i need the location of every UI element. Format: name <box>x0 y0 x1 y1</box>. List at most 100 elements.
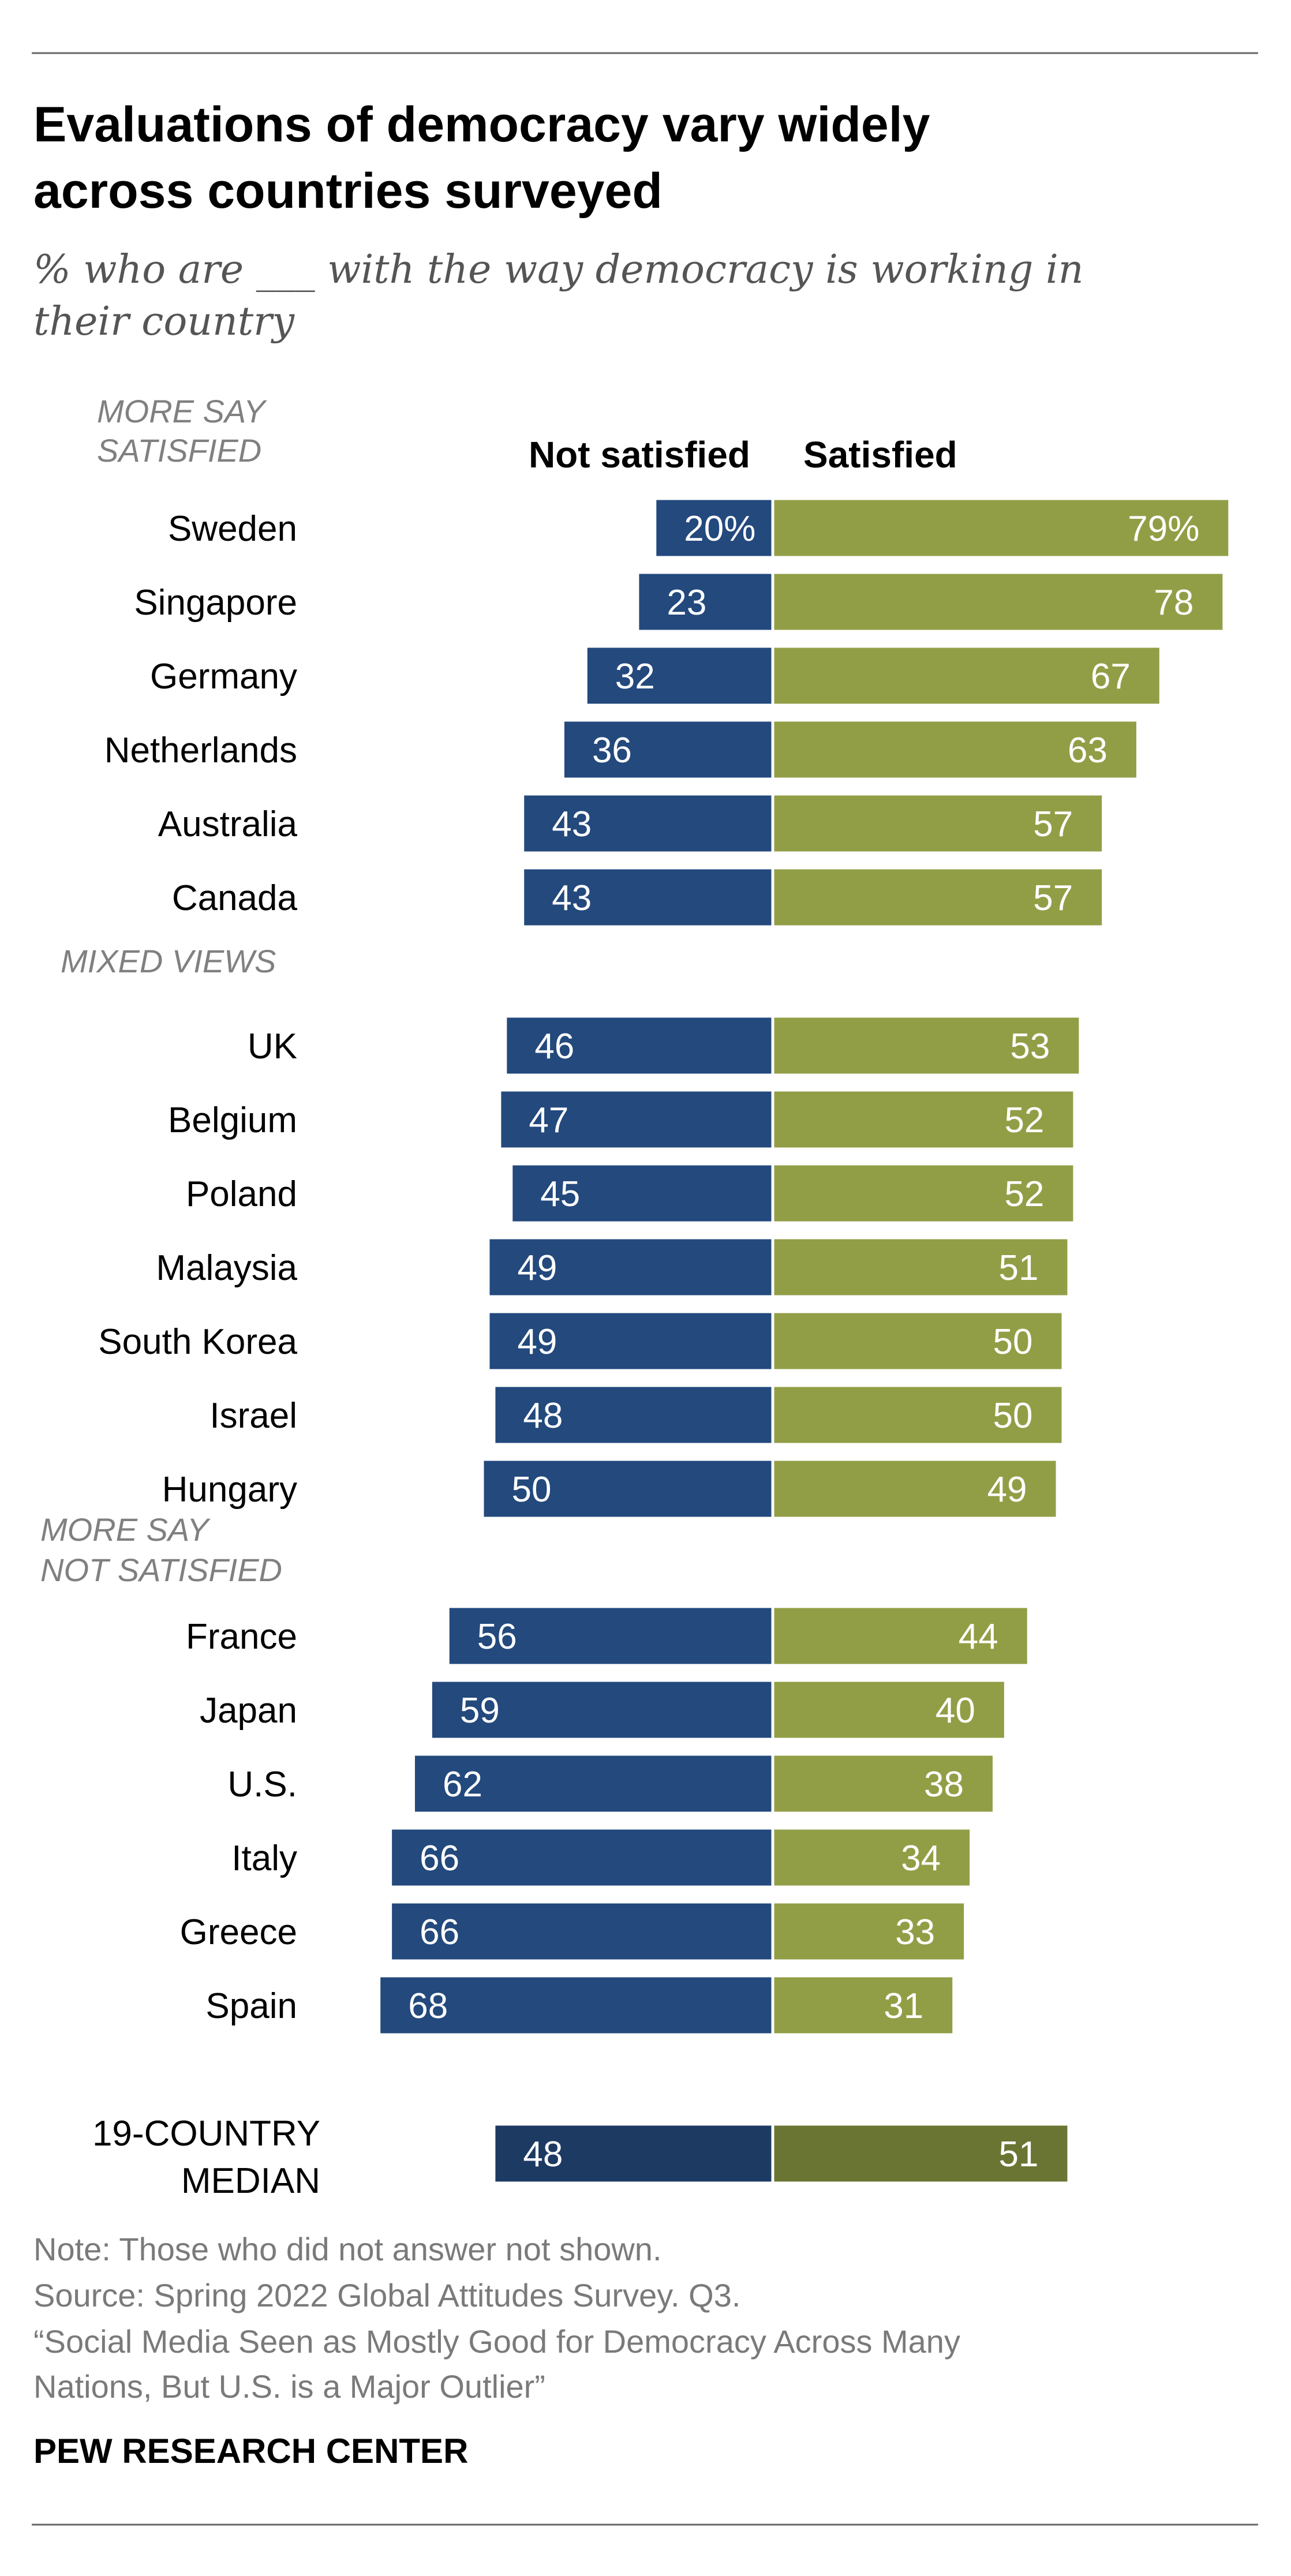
row-14-satisfied-bar <box>774 1682 1004 1738</box>
row-9-satisfied-bar <box>774 1239 1068 1296</box>
country-label: Netherlands <box>104 731 297 770</box>
row-15-satisfied-bar <box>774 1755 993 1812</box>
row-6-not-satisfied-label: 46 <box>534 1027 574 1066</box>
row-1-not-satisfied-label: 23 <box>667 583 706 623</box>
country-label: Italy <box>231 1839 297 1878</box>
country-label: UK <box>248 1027 297 1066</box>
chart-title-line-2: across countries surveyed <box>33 163 663 219</box>
country-label: Belgium <box>168 1100 297 1140</box>
row-18-not-satisfied-label: 68 <box>408 1986 448 2026</box>
row-12-satisfied-label: 49 <box>987 1470 1027 1510</box>
row-4-satisfied-label: 57 <box>1033 804 1073 844</box>
row-15-not-satisfied-bar <box>414 1755 772 1812</box>
row-3-not-satisfied-label: 36 <box>592 731 632 770</box>
row-5-satisfied-bar <box>774 869 1102 926</box>
row-16-satisfied-label: 34 <box>901 1839 941 1878</box>
row-3-not-satisfied-bar <box>564 721 772 778</box>
row-12-satisfied-bar <box>774 1461 1056 1517</box>
row-11-not-satisfied-bar <box>495 1387 772 1443</box>
row-18-not-satisfied-bar <box>380 1977 772 2034</box>
row-13-satisfied-label: 44 <box>959 1617 998 1657</box>
row-13-not-satisfied-label: 56 <box>477 1617 517 1657</box>
row-1-satisfied-label: 78 <box>1154 583 1193 623</box>
row-3-satisfied-bar <box>774 721 1136 778</box>
chart-title-line-1: Evaluations of democracy vary widely <box>33 97 930 152</box>
row-16-not-satisfied-bar <box>392 1829 772 1886</box>
row-4-not-satisfied-label: 43 <box>552 804 592 844</box>
row-4-satisfied-bar <box>774 795 1102 852</box>
row-17-satisfied-bar <box>774 1903 964 1960</box>
row-15-not-satisfied-label: 62 <box>443 1765 482 1804</box>
group-1-label-line-0: MIXED VIEWS <box>61 943 276 979</box>
row-7-not-satisfied-bar <box>501 1091 772 1148</box>
row-2-not-satisfied-label: 32 <box>615 657 655 697</box>
median-label-line-0: 19-COUNTRY <box>92 2114 320 2154</box>
row-10-satisfied-bar <box>774 1313 1062 1369</box>
chart-subtitle-line-1: % who are ___ with the way democracy is … <box>33 247 1084 293</box>
row-12-not-satisfied-label: 50 <box>512 1470 552 1510</box>
median-not-satisfied-label: 48 <box>523 2135 563 2174</box>
country-label: Canada <box>172 878 298 918</box>
country-label: Poland <box>186 1174 297 1214</box>
country-label: Greece <box>180 1912 297 1952</box>
row-16-satisfied-bar <box>774 1829 970 1886</box>
country-label: U.S. <box>227 1765 297 1804</box>
group-0-label-line-0: MORE SAY <box>97 393 267 429</box>
country-label: Japan <box>200 1691 297 1731</box>
country-label: Hungary <box>162 1470 297 1510</box>
country-label: Malaysia <box>156 1248 297 1288</box>
row-5-satisfied-label: 57 <box>1033 878 1073 918</box>
row-13-not-satisfied-bar <box>449 1608 772 1664</box>
row-5-not-satisfied-bar <box>524 869 772 926</box>
row-17-not-satisfied-bar <box>392 1903 772 1960</box>
country-label: South Korea <box>98 1322 297 1362</box>
row-0-satisfied-bar <box>774 500 1229 556</box>
row-6-not-satisfied-bar <box>507 1017 772 1074</box>
row-6-satisfied-label: 53 <box>1010 1027 1050 1066</box>
row-0-satisfied-label: 79% <box>1128 509 1199 549</box>
row-18-satisfied-bar <box>774 1977 953 2034</box>
country-label: France <box>186 1617 297 1657</box>
row-6-satisfied-bar <box>774 1017 1079 1074</box>
country-label: Sweden <box>168 509 297 549</box>
row-8-not-satisfied-bar <box>512 1165 772 1222</box>
row-14-not-satisfied-label: 59 <box>460 1691 500 1731</box>
row-0-not-satisfied-label: 20% <box>684 509 755 549</box>
group-2-label-line-1: NOT SATISFIED <box>40 1552 282 1588</box>
row-9-not-satisfied-label: 49 <box>517 1248 557 1288</box>
row-11-satisfied-label: 50 <box>993 1396 1033 1436</box>
row-10-satisfied-label: 50 <box>993 1322 1033 1362</box>
row-9-not-satisfied-bar <box>489 1239 772 1296</box>
chart-subtitle-line-2: their country <box>33 299 295 345</box>
row-8-satisfied-bar <box>774 1165 1073 1222</box>
row-12-not-satisfied-bar <box>484 1461 772 1517</box>
median-label-line-1: MEDIAN <box>181 2161 320 2201</box>
row-14-satisfied-label: 40 <box>935 1691 975 1731</box>
median-not-satisfied-bar <box>495 2125 772 2182</box>
organization-logo: PEW RESEARCH CENTER <box>33 2432 468 2470</box>
row-16-not-satisfied-label: 66 <box>420 1839 459 1878</box>
row-10-not-satisfied-label: 49 <box>517 1322 557 1362</box>
row-8-satisfied-label: 52 <box>1004 1174 1044 1214</box>
report-title-line-2: Nations, But U.S. is a Major Outlier” <box>33 2368 545 2405</box>
row-7-not-satisfied-label: 47 <box>529 1100 568 1140</box>
row-2-not-satisfied-bar <box>587 647 772 704</box>
row-8-not-satisfied-label: 45 <box>540 1174 580 1214</box>
column-header-not-satisfied: Not satisfied <box>529 434 750 475</box>
row-18-satisfied-label: 31 <box>884 1986 923 2026</box>
row-1-satisfied-bar <box>774 574 1223 630</box>
row-17-not-satisfied-label: 66 <box>420 1912 459 1952</box>
row-11-not-satisfied-label: 48 <box>523 1396 563 1436</box>
row-1-not-satisfied-bar <box>639 574 772 630</box>
row-10-not-satisfied-bar <box>489 1313 772 1369</box>
row-7-satisfied-bar <box>774 1091 1073 1148</box>
country-label: Germany <box>150 657 297 697</box>
row-4-not-satisfied-bar <box>524 795 772 852</box>
source: Source: Spring 2022 Global Attitudes Sur… <box>33 2277 740 2313</box>
country-label: Spain <box>205 1986 297 2026</box>
note: Note: Those who did not answer not shown… <box>33 2231 662 2267</box>
row-7-satisfied-label: 52 <box>1004 1100 1044 1140</box>
group-0-label-line-1: SATISFIED <box>97 432 261 469</box>
